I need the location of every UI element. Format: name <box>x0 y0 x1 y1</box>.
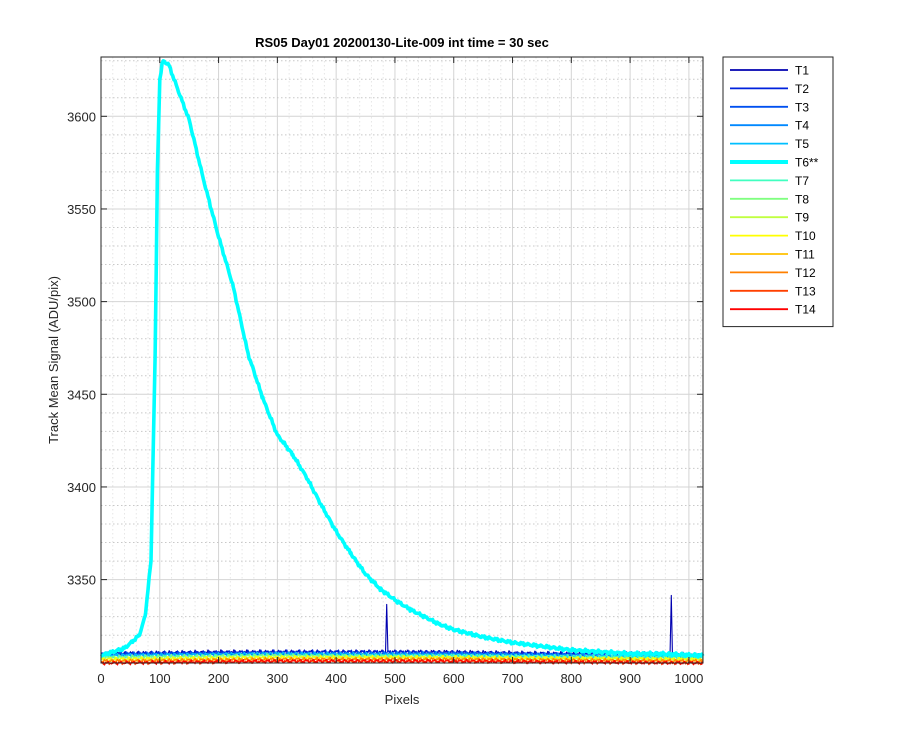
ticks: 0 100 200 300 400 500 600 700 800 900 1000 3350 3400… <box>67 57 703 686</box>
x-axis-label: Pixels <box>385 692 420 707</box>
legend[interactable]: T1 T2 T3 T4 T5 T6** T7 T8 T9 T10 T11 T12 T13 T14 <box>722 56 834 328</box>
legend-label[interactable]: T4 <box>795 119 809 133</box>
legend-label[interactable]: T12 <box>795 266 816 280</box>
x-tick-label: 700 <box>502 671 524 686</box>
y-tick-label: 3600 <box>67 109 96 124</box>
legend-label[interactable]: T8 <box>795 192 809 206</box>
series-line-T6 <box>99 59 705 659</box>
y-tick-label: 3400 <box>67 480 96 495</box>
x-tick-label: 100 <box>149 671 171 686</box>
legend-label[interactable]: T6** <box>795 156 819 170</box>
y-tick-label: 3350 <box>67 573 96 588</box>
legend-label[interactable]: T13 <box>795 284 816 298</box>
legend-box <box>722 56 834 328</box>
series-line-T10 <box>100 654 704 662</box>
x-tick-label: 300 <box>267 671 289 686</box>
legend-label[interactable]: T11 <box>795 248 815 262</box>
y-tick-label: 3550 <box>67 202 96 217</box>
x-tick-label: 500 <box>384 671 406 686</box>
x-tick-label: 200 <box>208 671 230 686</box>
plot-area <box>101 57 703 663</box>
y-tick-label: 3450 <box>67 387 96 402</box>
legend-label[interactable]: T7 <box>795 174 809 188</box>
chart-title: RS05 Day01 20200130-Lite-009 int time = … <box>255 35 549 50</box>
series-layer <box>99 59 705 666</box>
x-tick-label: 400 <box>325 671 347 686</box>
grid <box>101 57 703 663</box>
y-tick-label: 3500 <box>67 295 96 310</box>
x-tick-label: 1000 <box>674 671 703 686</box>
legend-label[interactable]: T2 <box>795 82 809 96</box>
legend-label[interactable]: T5 <box>795 137 809 151</box>
y-axis-label: Track Mean Signal (ADU/pix) <box>46 276 61 444</box>
x-tick-label: 800 <box>560 671 582 686</box>
legend-label[interactable]: T3 <box>795 100 809 114</box>
legend-label[interactable]: T10 <box>795 229 816 243</box>
x-tick-label: 0 <box>97 671 104 686</box>
legend-label[interactable]: T14 <box>795 303 816 317</box>
legend-label[interactable]: T1 <box>795 64 809 78</box>
x-tick-label: 600 <box>443 671 465 686</box>
x-tick-label: 900 <box>619 671 641 686</box>
legend-label[interactable]: T9 <box>795 211 809 225</box>
plot-frame <box>100 56 704 664</box>
